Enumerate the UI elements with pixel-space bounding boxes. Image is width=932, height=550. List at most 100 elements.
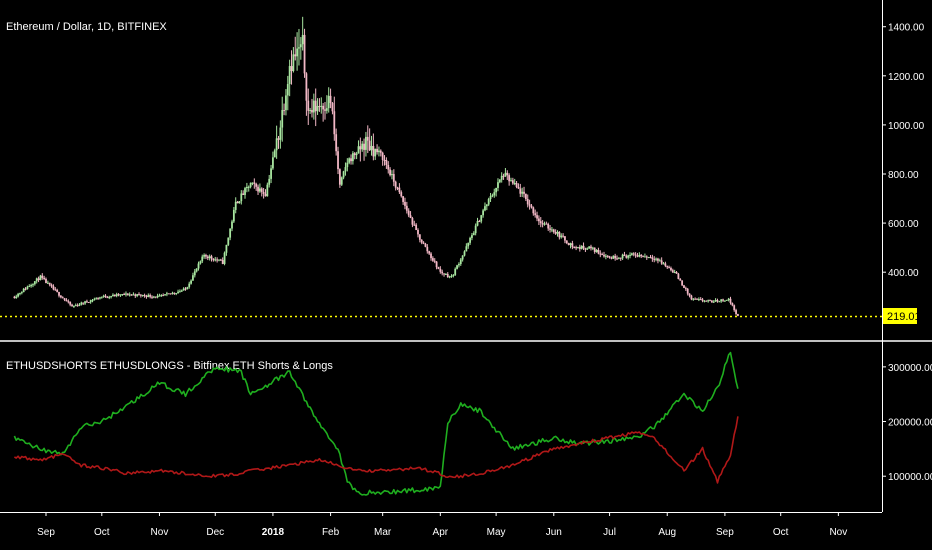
- candle-body: [152, 296, 155, 298]
- candle-body: [614, 255, 617, 259]
- price-tick-label: 1200.00: [888, 72, 925, 83]
- candle-body: [536, 215, 538, 219]
- candle-body: [482, 210, 484, 216]
- candle-body: [657, 258, 659, 261]
- candle-body: [601, 254, 604, 256]
- candle-body: [670, 267, 672, 271]
- candle-body: [242, 193, 245, 195]
- candle-body: [610, 257, 613, 259]
- candle-body: [588, 246, 591, 249]
- candle-body: [143, 295, 146, 297]
- time-tick-label: Nov: [829, 527, 847, 538]
- last-price-badge: [883, 308, 917, 324]
- candle-body: [338, 169, 341, 185]
- candle-body: [469, 237, 471, 243]
- candle-body: [335, 134, 338, 152]
- price-tick-label: 400.00: [888, 268, 919, 279]
- candle-body: [675, 271, 678, 274]
- candle-body: [461, 255, 464, 260]
- candle-body: [597, 249, 600, 254]
- candle-body: [500, 175, 503, 180]
- candle-body: [506, 172, 509, 176]
- candle-body: [219, 259, 222, 261]
- candle-body: [433, 260, 436, 262]
- candle-body: [402, 196, 405, 202]
- candle-body: [709, 300, 711, 302]
- candle-body: [472, 233, 475, 236]
- candle-body: [223, 252, 226, 264]
- candle-body: [560, 235, 563, 238]
- candle-body: [443, 273, 445, 275]
- candle-body: [677, 273, 680, 279]
- candle-body: [591, 247, 594, 249]
- candle-body: [195, 268, 198, 272]
- candle-body: [361, 143, 364, 150]
- candle-body: [45, 279, 47, 284]
- price-tick-label: 800.00: [888, 170, 919, 181]
- candle-body: [547, 223, 550, 229]
- candle-body: [586, 248, 589, 250]
- indicator-tick-label: 300000.0000: [888, 363, 932, 374]
- candle-body: [575, 247, 577, 249]
- candle-body: [532, 207, 535, 214]
- candle-body: [504, 172, 507, 177]
- candle-body: [15, 296, 18, 299]
- candle-body: [197, 263, 200, 269]
- candle-body: [309, 109, 312, 111]
- candle-body: [511, 180, 514, 184]
- candle-body: [13, 296, 16, 299]
- candle-body: [56, 289, 59, 292]
- candle-body: [355, 153, 358, 156]
- candle-body: [640, 254, 643, 257]
- candle-body: [517, 186, 520, 189]
- candle-body: [231, 221, 233, 229]
- candle-body: [426, 246, 429, 252]
- candle-body: [251, 182, 254, 184]
- candle-body: [357, 146, 360, 154]
- candle-body: [74, 305, 77, 307]
- candle-body: [430, 253, 432, 259]
- candle-body: [471, 235, 473, 238]
- candle-body: [671, 270, 674, 273]
- candle-body: [262, 191, 265, 194]
- candle-body: [104, 295, 107, 298]
- candle-body: [374, 148, 377, 157]
- candle-body: [737, 313, 739, 316]
- candle-body: [612, 255, 615, 259]
- candle-body: [245, 186, 248, 189]
- candle-body: [623, 254, 626, 256]
- candle-body: [366, 136, 369, 141]
- candle-body: [631, 253, 633, 255]
- candle-body: [121, 294, 124, 296]
- candle-body: [208, 256, 211, 259]
- candle-body: [655, 258, 657, 260]
- candle-body: [89, 300, 92, 303]
- candle-body: [577, 247, 579, 249]
- candle-body: [437, 267, 440, 269]
- candle-body: [119, 294, 122, 296]
- candle-body: [545, 223, 548, 225]
- candle-body: [381, 152, 384, 160]
- candle-body: [136, 294, 139, 296]
- time-tick-label: Sep: [716, 527, 734, 538]
- candle-body: [35, 278, 38, 282]
- candle-body: [272, 157, 274, 169]
- price-tick-label: 1000.00: [888, 121, 925, 132]
- time-tick-label: Jun: [546, 527, 562, 538]
- candle-body: [445, 274, 447, 276]
- candle-body: [134, 294, 137, 296]
- candle-body: [564, 236, 566, 241]
- candle-body: [30, 285, 33, 287]
- candle-body: [642, 256, 644, 258]
- candle-body: [350, 158, 352, 162]
- candle-body: [175, 293, 178, 295]
- longs-line: [13, 351, 739, 496]
- candle-body: [616, 258, 618, 260]
- indicator-pane-title: ETHUSDSHORTS ETHUSDLONGS - Bitfinex ETH …: [6, 360, 333, 372]
- candle-body: [389, 169, 391, 176]
- candle-body: [99, 297, 101, 299]
- candle-body: [521, 191, 524, 194]
- candle-body: [117, 294, 120, 296]
- candle-body: [617, 257, 620, 259]
- candle-body: [694, 298, 697, 300]
